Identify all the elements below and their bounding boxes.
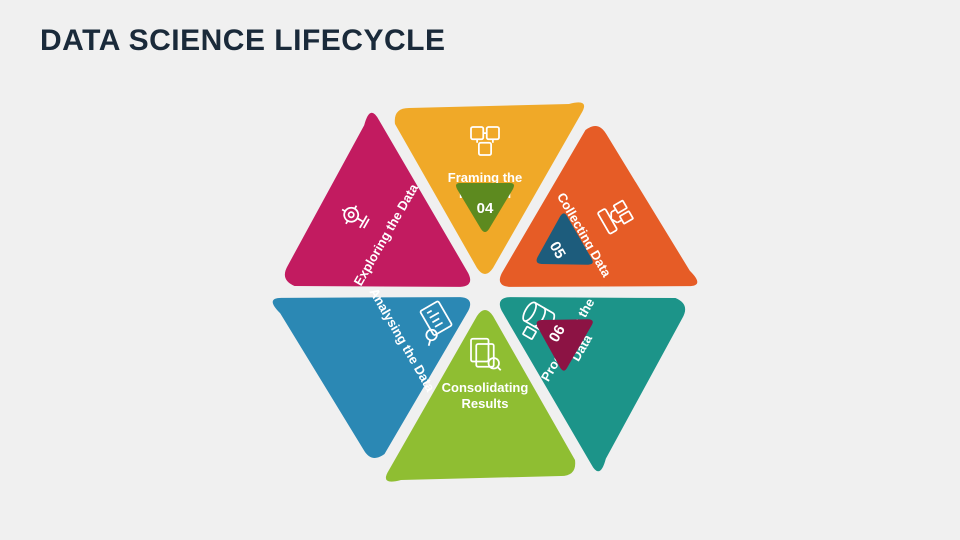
collect-icon (587, 188, 644, 245)
puzzle-icon (464, 120, 506, 162)
explore-icon (326, 188, 383, 245)
lifecycle-diagram: Framing the Problem 01 Collecting Data 0… (0, 0, 960, 540)
